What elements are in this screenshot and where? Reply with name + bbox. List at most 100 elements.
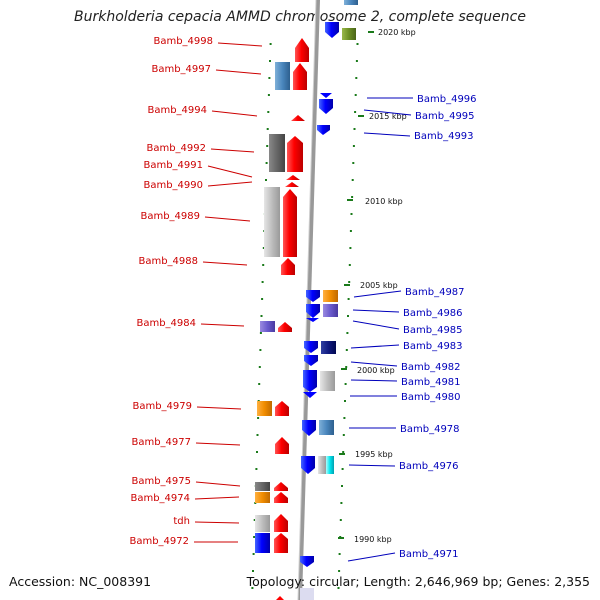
gene-label-bamb-4996[interactable]: Bamb_4996 [417,94,477,105]
gene-bar-bamb-4989[interactable] [264,187,280,257]
scale-label-1990: 1990 kbp [354,535,392,544]
gene-label-bamb-4998[interactable]: Bamb_4998 [153,36,213,47]
gene-arrow-bamb-4974[interactable] [274,492,288,503]
gene-label-bamb-4983[interactable]: Bamb_4983 [403,341,463,352]
gene-arrow-bamb-4972[interactable] [274,533,288,553]
gene-arrow-bamb-4983[interactable] [304,341,318,353]
track-tick [266,128,269,130]
gene-label-bamb-4988[interactable]: Bamb_4988 [138,256,198,267]
gene-bar-bamb-4987[interactable] [323,290,338,302]
gene-bar-bamb-4983[interactable] [321,341,336,354]
gene-arrow-bamb-4995[interactable] [319,99,333,114]
gene-bar-bamb-4992[interactable] [269,134,285,172]
gene-label-bamb-4986[interactable]: Bamb_4986 [403,308,463,319]
gene-bar-bamb-4981[interactable] [320,371,335,391]
gene-label-bamb-4977[interactable]: Bamb_4977 [131,437,191,448]
gene-arrow-bamb-4975[interactable] [274,482,288,491]
gene-arrow-bamb-4977[interactable] [275,437,289,454]
gene-arrow-bamb-4994[interactable] [291,115,305,121]
gene-arrow-bamb-4985[interactable] [306,318,319,322]
leader-line [350,344,400,349]
gene-bar-bamb-4997[interactable] [275,62,290,90]
gene-bar-bamb-4976-b[interactable] [326,456,334,474]
gene-label-bamb-4995[interactable]: Bamb_4995 [415,111,475,122]
gene-label-bamb-4980[interactable]: Bamb_4980 [401,392,461,403]
gene-label-bamb-4997[interactable]: Bamb_4997 [151,64,211,75]
track-tick [251,587,254,589]
gene-bar-bamb-4978[interactable] [319,420,334,435]
gene-arrow-bamb-4979[interactable] [275,401,289,416]
track-tick [341,468,344,470]
gene-arrow-bamb-4993[interactable] [317,125,330,135]
gene-label-bamb-4991[interactable]: Bamb_4991 [143,160,203,171]
gene-label-bamb-4975[interactable]: Bamb_4975 [131,476,191,487]
gene-arrow-bamb-4981[interactable] [303,370,317,392]
gene-label-bamb-4972[interactable]: Bamb_4972 [129,536,189,547]
gene-bar-bamb-4984[interactable] [260,321,275,332]
gene-label-bamb-4982[interactable]: Bamb_4982 [401,362,461,373]
gene-label-bamb-4974[interactable]: Bamb_4974 [130,493,190,504]
gene-label-bamb-4992[interactable]: Bamb_4992 [146,143,206,154]
gene-label-tdh[interactable]: tdh [173,516,190,527]
track-tick [252,570,254,572]
gene-arrow-bamb-4978[interactable] [302,420,316,436]
gene-label-bamb-4989[interactable]: Bamb_4989 [140,211,200,222]
gene-label-bamb-4971[interactable]: Bamb_4971 [399,549,459,560]
scale-label-2020: 2020 kbp [378,28,416,37]
gene-bar-bamb-4979[interactable] [257,401,272,416]
gene-bar-top-2[interactable] [344,0,358,5]
gene-arrow-bamb-4996[interactable] [320,93,332,98]
gene-label-bamb-4976[interactable]: Bamb_4976 [399,461,459,472]
gene-arrow-bamb-4990[interactable] [285,182,299,187]
track-tick [267,94,270,96]
track-tick [341,485,343,487]
gene-arrow-bamb-4991[interactable] [286,175,300,180]
gene-arrow-bamb-4987[interactable] [306,290,320,302]
gene-label-bamb-4993[interactable]: Bamb_4993 [414,131,474,142]
leader-line [196,406,242,410]
gene-label-bamb-4979[interactable]: Bamb_4979 [132,401,192,412]
track-tick [347,315,349,317]
track-tick [256,451,258,453]
gene-arrow-tdh[interactable] [274,514,288,532]
gene-arrow-bamb-4989[interactable] [283,189,297,257]
gene-label-bamb-4984[interactable]: Bamb_4984 [136,318,196,329]
gene-arrow-bamb-4980[interactable] [303,392,317,398]
gene-arrow-bamb-4986[interactable] [306,304,320,318]
gene-label-bamb-4981[interactable]: Bamb_4981 [401,377,461,388]
track-tick [257,417,260,419]
gene-bar-bottom[interactable] [300,588,314,600]
gene-bar-bamb-4974[interactable] [255,492,270,503]
gene-arrow-bamb-4998[interactable] [295,38,309,62]
gene-bar-tdh[interactable] [255,515,270,532]
track-tick [258,383,261,385]
track-tick [356,43,359,45]
gene-arrow-bamb-4971[interactable] [300,556,314,567]
gene-arrow-bamb-4988[interactable] [281,258,295,275]
track-tick [253,519,256,521]
scale-labels: 2020 kbp 2015 kbp 2010 kbp 2005 kbp 2000… [338,28,416,544]
gene-bar-top[interactable] [342,28,356,40]
gene-arrow-bamb-4997[interactable] [293,63,307,90]
gene-label-bamb-4978[interactable]: Bamb_4978 [400,424,460,435]
gene-arrow-bamb-4984[interactable] [278,322,292,332]
gene-arrow-bamb-4992[interactable] [287,136,303,172]
gene-bar-bamb-4986[interactable] [323,304,338,317]
track-tick [352,162,355,164]
gene-label-bamb-4990[interactable]: Bamb_4990 [143,180,203,191]
gene-label-bamb-4994[interactable]: Bamb_4994 [147,105,207,116]
gene-arrow-top[interactable] [325,22,339,38]
track-tick [354,94,357,96]
gene-arrow-bamb-4982[interactable] [304,355,318,366]
gene-bar-bamb-4976-a[interactable] [318,456,326,474]
gene-bar-bamb-4975[interactable] [255,482,270,491]
gene-arrow-partial[interactable] [276,596,284,600]
gene-label-bamb-4987[interactable]: Bamb_4987 [405,287,465,298]
gene-arrow-bamb-4976[interactable] [301,456,315,474]
track-tick [265,162,268,164]
gene-label-bamb-4985[interactable]: Bamb_4985 [403,325,463,336]
gene-bar-bamb-4972[interactable] [255,533,270,553]
right-gene-labels: Bamb_4996 Bamb_4995 Bamb_4993 Bamb_4987 … [347,94,477,562]
track-tick [266,145,269,147]
